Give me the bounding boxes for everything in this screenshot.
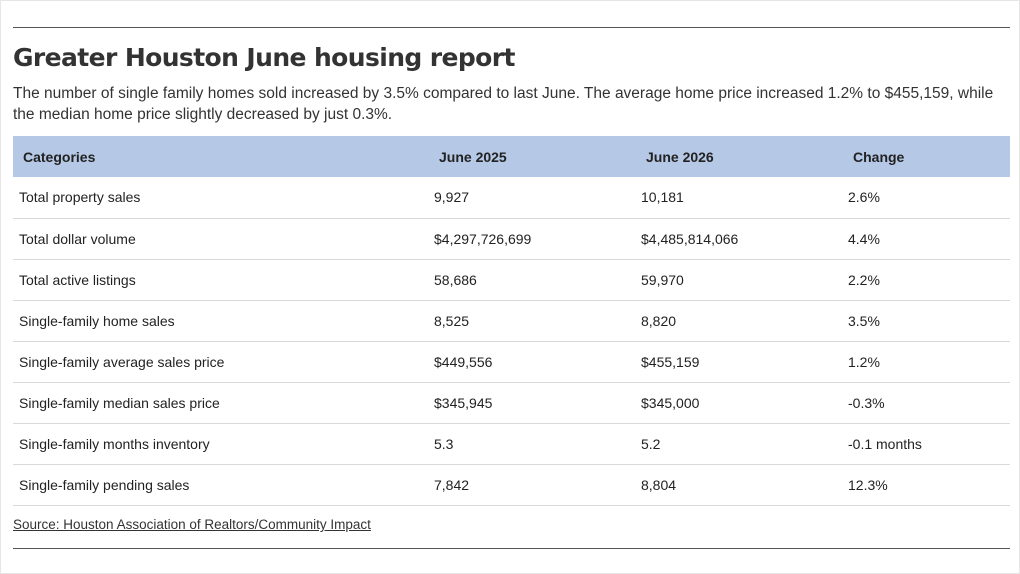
june-2025-cell: 8,525 [434,312,470,329]
table-row: Total property sales 9,927 10,181 2.6% [13,177,1010,218]
category-cell: Total dollar volume [19,230,136,247]
change-cell: 3.5% [848,312,880,329]
category-cell: Single-family months inventory [19,435,210,452]
table-row: Single-family months inventory 5.3 5.2 -0.1… [13,423,1010,464]
june-2025-cell: $4,297,726,699 [434,230,532,247]
category-cell: Single-family home sales [19,312,175,329]
june-2025-cell: 7,842 [434,476,470,493]
change-cell: 12.3% [848,476,888,493]
june-2026-cell: $4,485,814,066 [641,230,739,247]
june-2026-cell: $455,159 [641,353,700,370]
june-2025-cell: 58,686 [434,271,477,288]
category-cell: Single-family average sales price [19,353,225,370]
change-cell: 4.4% [848,230,880,247]
june-2025-cell: 9,927 [434,189,470,206]
change-cell: -0.1 months [848,435,922,452]
table-row: Total dollar volume $4,297,726,699 $4,485,… [13,218,1010,259]
top-divider [13,27,1010,28]
housing-table-wrapper: Categories June 2025 June 2026 Change To… [13,136,1010,506]
category-cell: Total active listings [19,271,136,288]
bottom-divider [13,548,1010,549]
category-cell: Total property sales [19,189,141,206]
june-2026-cell: $345,000 [641,394,700,411]
change-cell: 1.2% [848,353,880,370]
june-2026-cell: 8,804 [641,476,677,493]
june-2026-cell: 59,970 [641,271,684,288]
table-body: Total property sales 9,927 10,181 2.6% Total… [13,177,1010,505]
change-cell: -0.3% [848,394,885,411]
table-row: Single-family average sales price $449,55… [13,341,1010,382]
column-header-june-2026: June 2026 [646,148,714,165]
june-2026-cell: 5.2 [641,435,661,452]
source-link[interactable]: Source: Houston Association of Realtors/… [13,517,371,532]
june-2026-cell: 8,820 [641,312,677,329]
june-2026-cell: 10,181 [641,189,684,206]
table-row: Single-family median sales price $345,945… [13,382,1010,423]
category-cell: Single-family pending sales [19,476,190,493]
june-2025-cell: $345,945 [434,394,493,411]
table-header: Categories June 2025 June 2026 Change [13,136,1010,177]
report-subtitle: The number of single family homes sold i… [13,85,994,123]
report-title: Greater Houston June housing report [13,43,515,72]
column-header-june-2025: June 2025 [439,148,507,165]
table-row: Single-family pending sales 7,842 8,804 12.… [13,464,1010,505]
change-cell: 2.6% [848,189,880,206]
june-2025-cell: $449,556 [434,353,493,370]
change-cell: 2.2% [848,271,880,288]
column-header-change: Change [853,148,905,165]
housing-table: Categories June 2025 June 2026 Change To… [13,136,1010,506]
june-2025-cell: 5.3 [434,435,454,452]
table-header-row: Categories June 2025 June 2026 Change [13,136,1010,177]
column-header-categories: Categories [23,148,96,165]
table-row: Total active listings 58,686 59,970 2.2% [13,259,1010,300]
table-row: Single-family home sales 8,525 8,820 3.5% [13,300,1010,341]
category-cell: Single-family median sales price [19,394,220,411]
